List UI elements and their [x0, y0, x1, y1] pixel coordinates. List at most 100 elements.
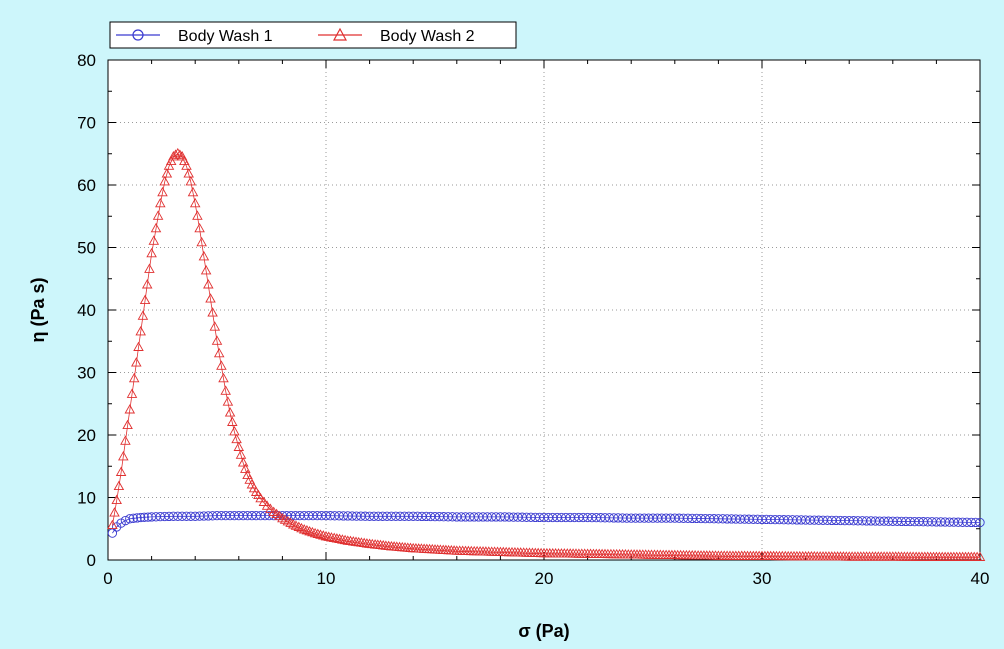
y-tick-label: 60 [77, 176, 96, 195]
data-point [137, 310, 149, 320]
data-point [315, 529, 326, 539]
data-point [974, 551, 986, 561]
data-point [174, 149, 186, 159]
legend-label-series-2: Body Wash 2 [380, 28, 475, 45]
data-point [255, 492, 266, 503]
data-point [111, 494, 122, 505]
data-point [189, 197, 201, 208]
data-point [298, 524, 310, 534]
x-tick-label: 0 [103, 569, 112, 588]
data-point [334, 533, 345, 544]
y-tick-label: 50 [77, 239, 96, 258]
grid-lines [108, 60, 980, 560]
data-point [200, 264, 212, 275]
data-point [211, 335, 223, 345]
data-point [309, 527, 321, 538]
data-point [301, 524, 313, 535]
data-point [318, 530, 329, 540]
data-point [135, 325, 146, 336]
data-point [279, 514, 291, 524]
x-tick-label: 20 [535, 569, 554, 588]
data-point [282, 515, 294, 526]
data-point [265, 503, 276, 513]
data-point [194, 222, 205, 233]
data-point [148, 235, 160, 245]
data-point [293, 521, 305, 531]
data-point [131, 357, 142, 367]
legend-marker-series-1 [132, 29, 144, 41]
data-point [196, 236, 207, 247]
data-point [192, 210, 203, 220]
x-tick-label: 30 [753, 569, 772, 588]
data-point [152, 210, 164, 220]
data-point [235, 449, 247, 459]
data-point [224, 407, 236, 417]
series-1 [107, 510, 985, 538]
data-point [258, 496, 270, 506]
data-point [222, 396, 234, 406]
data-point [307, 526, 318, 537]
data-point [132, 513, 142, 523]
data-point [285, 517, 296, 527]
data-point [113, 480, 125, 491]
data-point [296, 522, 307, 533]
data-point [323, 531, 334, 541]
data-point [115, 466, 127, 476]
data-point [125, 514, 135, 524]
data-point [161, 168, 173, 178]
y-tick-label: 80 [77, 51, 96, 70]
y-tick-label: 70 [77, 114, 96, 133]
data-point [233, 441, 245, 451]
data-point [326, 532, 337, 542]
data-point [128, 513, 139, 523]
data-point [144, 263, 155, 273]
data-point [331, 533, 343, 543]
data-point [163, 160, 175, 170]
data-point [975, 517, 985, 528]
data-point [328, 532, 340, 542]
data-point [183, 168, 194, 178]
y-tick-label: 10 [77, 489, 96, 508]
data-point [109, 507, 120, 517]
data-point [141, 279, 153, 289]
y-tick-label: 30 [77, 364, 96, 383]
series-line [112, 153, 980, 558]
data-point [128, 372, 140, 383]
data-point [122, 419, 133, 430]
data-point [320, 530, 332, 541]
data-point [181, 160, 192, 170]
data-point [133, 341, 144, 351]
data-point [120, 435, 131, 445]
data-point [198, 250, 210, 261]
data-point [288, 519, 299, 529]
data-point [229, 425, 240, 436]
data-point [240, 463, 251, 473]
data-point [124, 404, 136, 414]
data-point [165, 155, 177, 166]
legend-marker-series-2 [332, 27, 348, 41]
data-point [216, 360, 227, 370]
data-point [155, 197, 166, 208]
data-point [139, 294, 151, 305]
data-point [970, 517, 981, 528]
data-point [339, 534, 351, 545]
data-point [139, 512, 149, 522]
data-point [187, 186, 199, 197]
data-point [159, 175, 170, 186]
data-point [227, 416, 238, 426]
y-tick-label: 40 [77, 301, 96, 320]
data-point [231, 433, 242, 444]
data-point [172, 147, 184, 158]
legend: Body Wash 1 Body Wash 2 [109, 21, 517, 49]
data-point [107, 519, 118, 530]
legend-label-series-1: Body Wash 1 [178, 28, 273, 45]
x-tick-label: 40 [971, 569, 990, 588]
data-point [203, 279, 214, 289]
data-point [277, 512, 288, 523]
data-point [136, 512, 146, 523]
y-tick-label: 20 [77, 426, 96, 445]
y-tick-label: 0 [87, 551, 96, 570]
x-axis-label: σ (Pa) [518, 621, 569, 641]
